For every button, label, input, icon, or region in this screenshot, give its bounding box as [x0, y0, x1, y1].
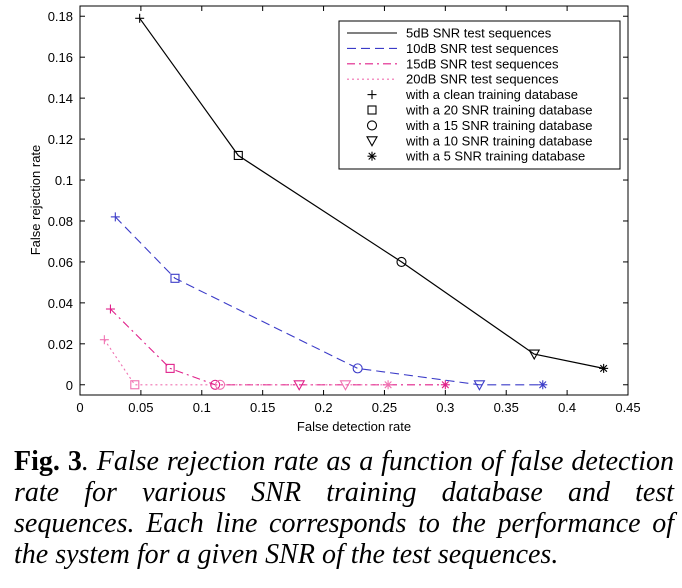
legend-label: with a 20 SNR training database [405, 103, 592, 118]
y-tick-label: 0 [66, 378, 73, 393]
data-point-marker [130, 380, 140, 390]
figure-label: Fig. 3 [14, 446, 82, 477]
legend-label: with a 5 SNR training database [405, 149, 585, 164]
data-point-marker [165, 363, 175, 373]
data-point-marker [538, 380, 548, 390]
data-point-marker [528, 349, 541, 361]
legend-label: with a 10 SNR training database [405, 133, 592, 148]
series-line-2 [114, 216, 543, 386]
data-point-marker [293, 380, 306, 391]
x-tick-label: 0.2 [315, 400, 333, 415]
x-tick-label: 0.35 [494, 400, 519, 415]
x-axis-label: False detection rate [297, 419, 411, 434]
x-tick-label: 0.3 [436, 400, 454, 415]
legend-marker [367, 90, 377, 100]
caption-text: . False rejection rate as a function of … [14, 446, 674, 570]
y-axis-label: False rejection rate [28, 145, 43, 256]
x-tick-label: 0.1 [193, 400, 211, 415]
chart: 0 0.05 0.1 0.15 0.2 0.25 0.3 0.35 0.4 0.45 0 0.02 0.… [28, 5, 641, 434]
axis-ticks: 0 0.05 0.1 0.15 0.2 0.25 0.3 0.35 0.4 0.45 0 0.02 0.… [48, 6, 641, 415]
legend-label: 10dB SNR test sequences [406, 41, 559, 56]
data-point-marker [210, 379, 221, 390]
x-tick-label: 0.15 [250, 400, 275, 415]
y-tick-label: 0.06 [48, 255, 73, 270]
y-tick-label: 0.02 [48, 337, 73, 352]
x-tick-label: 0.4 [558, 400, 576, 415]
legend-label: 20dB SNR test sequences [406, 72, 559, 87]
legend-box [338, 20, 621, 170]
y-tick-label: 0.08 [48, 214, 73, 229]
data-point-marker [170, 273, 180, 283]
legend-marker [366, 136, 378, 147]
legend-label: with a 15 SNR training database [405, 118, 592, 133]
data-point-marker [383, 380, 393, 390]
y-tick-label: 0.18 [48, 9, 73, 24]
data-point-marker [473, 380, 486, 391]
data-point-marker [233, 150, 243, 161]
data-point-marker [352, 363, 363, 374]
data-point-marker [339, 380, 352, 391]
legend-label: 5dB SNR test sequences [406, 26, 552, 41]
x-tick-label: 0.05 [128, 400, 153, 415]
y-tick-label: 0.04 [48, 296, 73, 311]
y-tick-label: 0.12 [48, 132, 73, 147]
data-point-marker [105, 304, 115, 314]
data-point-marker [99, 335, 109, 345]
data-point-marker [440, 380, 450, 390]
x-tick-label: 0.25 [372, 400, 397, 415]
series-line-4 [103, 339, 389, 386]
y-tick-label: 0.1 [55, 173, 73, 188]
legend-marker [367, 151, 377, 161]
y-tick-label: 0.14 [48, 91, 73, 106]
data-point-marker [135, 13, 145, 23]
y-tick-label: 0.16 [48, 50, 73, 65]
data-point-marker [599, 363, 609, 373]
legend-marker [366, 120, 378, 131]
figure-caption: Fig. 3. False rejection rate as a functi… [14, 446, 674, 570]
legend-label: with a clean training database [405, 87, 578, 102]
series-line-1 [139, 17, 604, 369]
legend-marker [367, 105, 377, 115]
data-point-marker [396, 256, 407, 267]
plot-frame [79, 5, 629, 396]
x-tick-label: 0.45 [615, 400, 640, 415]
data-point-marker [214, 379, 226, 390]
data-point-marker [110, 212, 120, 222]
x-tick-label: 0 [76, 400, 83, 415]
series-markers [99, 13, 609, 391]
legend-label: 15dB SNR test sequences [406, 56, 559, 71]
